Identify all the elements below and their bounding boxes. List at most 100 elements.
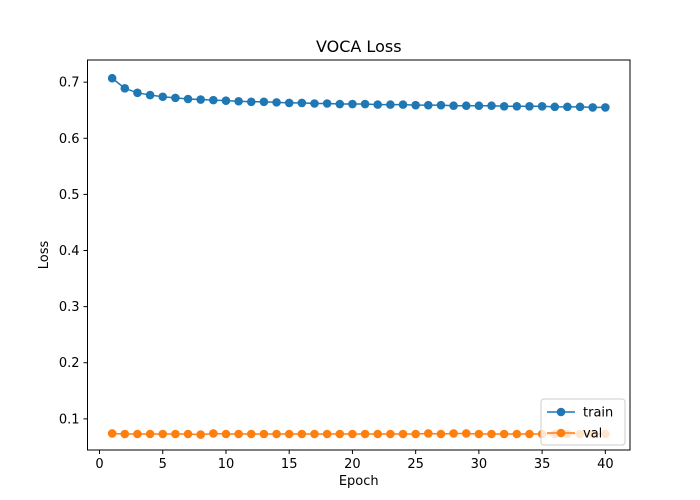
data-point-train — [525, 101, 534, 111]
data-point-train — [310, 99, 319, 108]
data-point-train — [107, 73, 117, 83]
data-point-val — [196, 430, 205, 439]
data-point-val — [310, 429, 319, 439]
data-point-val — [360, 429, 370, 439]
data-point-val — [120, 429, 130, 439]
data-point-train — [196, 95, 205, 104]
y-axis: 0.1 0.2 0.3 0.4 0.5 0.6 0.7 — [59, 76, 88, 427]
data-point-train — [145, 90, 155, 100]
data-point-train — [550, 102, 560, 112]
data-point-train — [297, 98, 307, 108]
data-point-val — [284, 429, 294, 439]
data-point-val — [398, 429, 408, 439]
data-point-train — [499, 101, 509, 111]
x-tick-label: 20 — [344, 457, 361, 472]
data-point-val — [449, 429, 458, 438]
data-point-val — [209, 429, 218, 438]
legend-label: val — [583, 427, 602, 442]
x-axis-label: Epoch — [339, 474, 379, 489]
legend: train val — [540, 398, 626, 446]
data-point-train — [259, 97, 269, 107]
data-point-train — [209, 95, 218, 105]
legend-marker — [556, 428, 566, 438]
x-tick-label: 25 — [407, 457, 424, 472]
y-tick-label: 0.4 — [59, 244, 80, 259]
x-tick-label: 30 — [471, 457, 488, 472]
y-tick-label: 0.1 — [59, 412, 80, 427]
data-point-val — [107, 429, 117, 438]
data-point-train — [246, 97, 256, 107]
data-point-val — [322, 429, 332, 439]
data-point-val — [348, 429, 357, 439]
data-point-val — [272, 429, 281, 439]
x-tick-label: 0 — [95, 457, 103, 472]
data-point-val — [335, 429, 345, 439]
data-point-train — [335, 99, 345, 109]
data-point-train — [133, 88, 142, 98]
x-tick-label: 5 — [159, 457, 167, 472]
data-point-train — [563, 102, 572, 112]
x-tick-label: 15 — [281, 457, 298, 472]
data-point-train — [183, 94, 193, 104]
legend-label: train — [583, 406, 613, 421]
data-point-train — [537, 101, 547, 111]
data-point-val — [525, 429, 534, 439]
series-line-train — [111, 77, 606, 109]
data-point-train — [424, 100, 433, 110]
data-point-val — [246, 429, 256, 439]
data-point-train — [588, 103, 597, 112]
data-point-train — [461, 101, 471, 111]
data-point-train — [272, 98, 281, 107]
data-point-train — [348, 99, 357, 109]
chart-title: VOCA Loss — [316, 37, 402, 56]
y-tick-label: 0.7 — [59, 76, 80, 91]
data-point-val — [145, 429, 155, 439]
data-point-train — [411, 100, 420, 110]
legend-item-val: val — [547, 427, 602, 442]
y-tick-label: 0.6 — [59, 132, 80, 147]
data-point-train — [322, 99, 332, 108]
data-point-val — [411, 429, 420, 439]
data-point-val — [424, 429, 433, 438]
data-point-val — [259, 429, 269, 439]
data-point-train — [474, 101, 484, 111]
data-point-train — [120, 84, 130, 93]
series-train — [107, 73, 610, 112]
data-point-train — [436, 100, 446, 110]
data-point-train — [171, 93, 180, 103]
data-point-train — [487, 101, 496, 111]
x-tick-label: 40 — [597, 457, 614, 472]
data-point-val — [221, 429, 231, 439]
data-point-train — [386, 100, 395, 109]
data-point-train — [234, 96, 243, 106]
data-point-val — [133, 429, 142, 439]
data-point-train — [512, 101, 522, 111]
y-tick-label: 0.2 — [59, 356, 80, 371]
plot-area — [87, 60, 630, 450]
data-point-val — [183, 429, 193, 439]
y-axis-label: Loss — [37, 241, 52, 270]
data-point-val — [171, 429, 180, 439]
data-point-val — [474, 429, 484, 439]
x-tick-label: 35 — [534, 457, 551, 472]
data-point-train — [601, 103, 610, 112]
data-point-val — [386, 429, 395, 439]
data-point-train — [158, 92, 168, 102]
data-point-train — [221, 96, 231, 105]
data-point-val — [373, 429, 383, 439]
data-point-train — [398, 100, 408, 109]
data-point-val — [234, 429, 243, 439]
data-point-train — [373, 100, 383, 109]
data-point-train — [575, 102, 585, 112]
data-point-train — [360, 99, 370, 109]
data-point-train — [284, 98, 294, 108]
series-line-val — [112, 432, 606, 436]
data-point-val — [158, 429, 168, 439]
data-point-val — [436, 429, 446, 439]
data-point-val — [499, 429, 509, 439]
x-tick-label: 10 — [218, 457, 235, 472]
y-tick-label: 0.3 — [59, 300, 80, 315]
data-point-val — [297, 429, 307, 439]
legend-marker — [556, 407, 566, 417]
